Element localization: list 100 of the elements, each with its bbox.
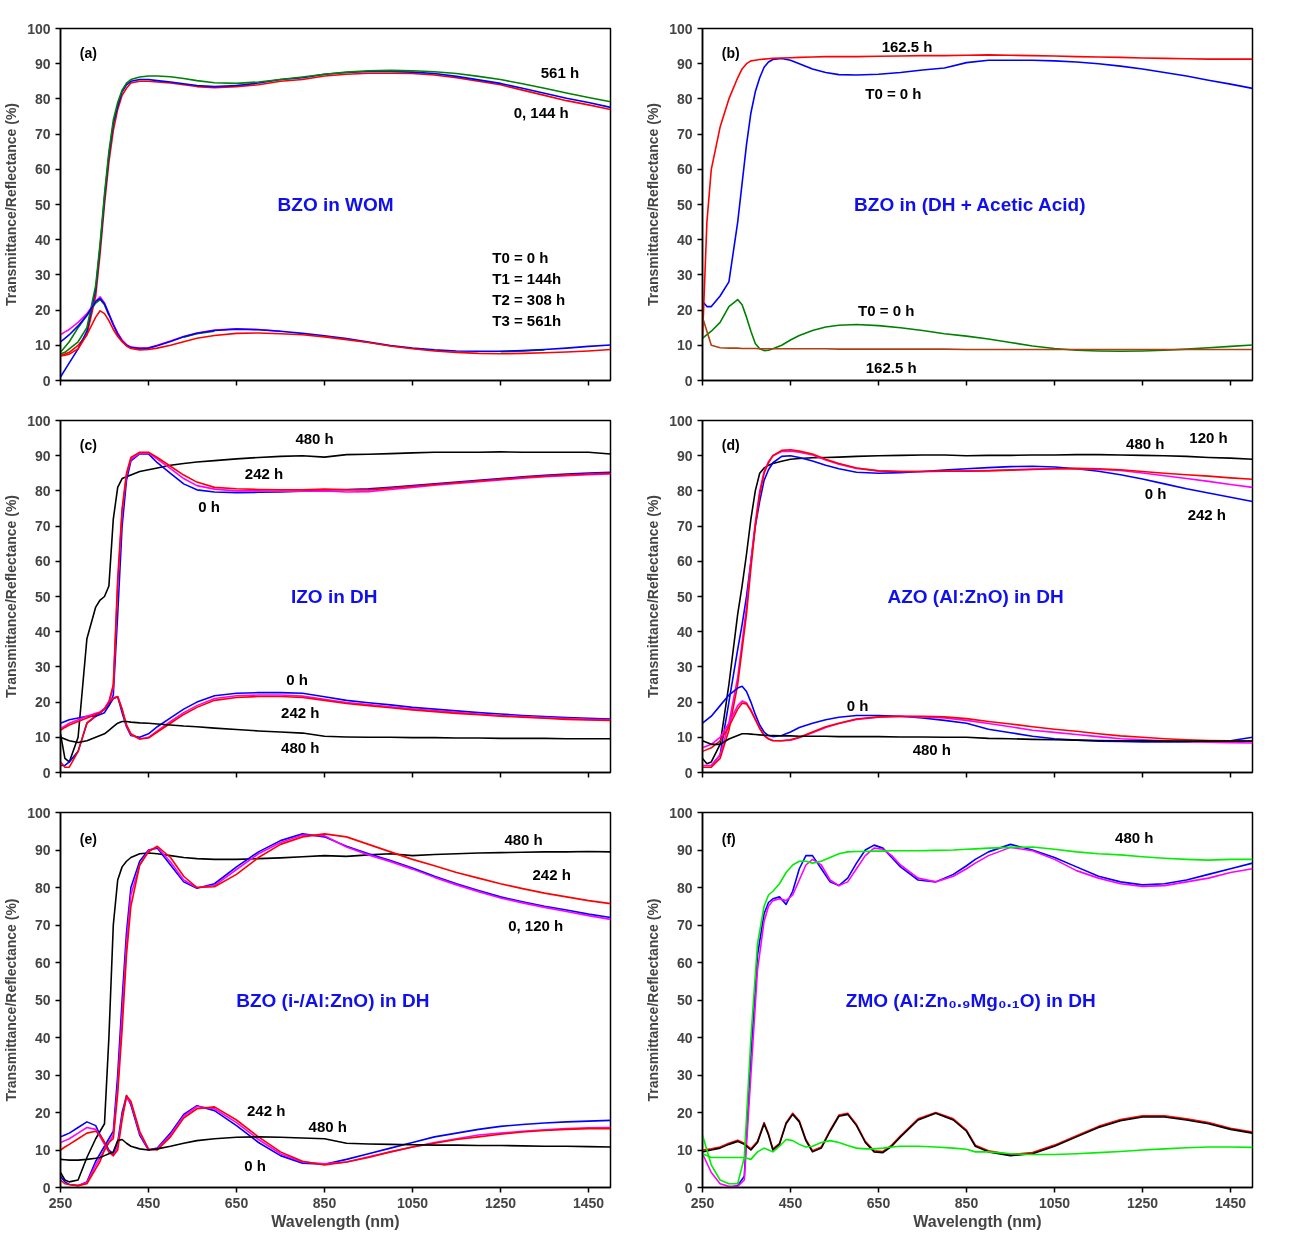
y-tick-label: 80 xyxy=(676,90,693,107)
y-tick-label: 100 xyxy=(669,20,693,37)
y-tick-label: 10 xyxy=(34,1142,51,1158)
y-axis-title: Transmittance/Reflectance (%) xyxy=(645,898,662,1102)
annotation: T0 = 0 h xyxy=(492,248,549,266)
x-tick-label: 1050 xyxy=(1038,1194,1071,1211)
y-tick-label: 60 xyxy=(34,161,51,178)
x-tick-label: 1450 xyxy=(1214,1194,1247,1211)
annotation: 242 h xyxy=(247,1102,286,1120)
annotation: T0 = 0 h xyxy=(865,85,922,103)
y-tick-label: 70 xyxy=(676,518,693,535)
y-tick-label: 50 xyxy=(34,196,51,213)
y-tick-label: 90 xyxy=(676,55,693,72)
y-tick-label: 50 xyxy=(676,588,693,605)
y-tick-label: 30 xyxy=(676,658,693,675)
annotation: 480 h xyxy=(281,738,320,756)
y-axis-title: Transmittance/Reflectance (%) xyxy=(3,898,20,1102)
y-axis-title: Transmittance/Reflectance (%) xyxy=(3,494,20,699)
annotation: T1 = 144h xyxy=(492,269,562,287)
y-tick-label: 100 xyxy=(27,412,51,429)
y-tick-label: 40 xyxy=(676,231,693,248)
annotation: 480 h xyxy=(504,831,543,848)
y-tick-label: 0 xyxy=(42,1179,51,1196)
text: BZO in (DH + Acetic Acid) xyxy=(854,194,1086,215)
annotation: 242 h xyxy=(1187,505,1227,523)
y-tick-label: 40 xyxy=(676,1029,693,1046)
x-tick-label: 1250 xyxy=(484,1194,517,1211)
x-tick-label: 1250 xyxy=(1126,1194,1159,1211)
y-tick-label: 0 xyxy=(684,372,693,389)
x-tick-label: 1450 xyxy=(572,1194,605,1211)
y-tick-label: 40 xyxy=(34,1029,51,1046)
x-tick-label: 850 xyxy=(954,1194,979,1211)
y-tick-label: 10 xyxy=(676,1142,693,1158)
y-tick-label: 20 xyxy=(676,694,693,711)
y-tick-label: 60 xyxy=(676,161,693,178)
x-tick-label: 850 xyxy=(312,1194,337,1211)
annotation: 0, 144 h xyxy=(513,104,569,122)
text: (b) xyxy=(721,45,740,62)
y-tick-label: 50 xyxy=(676,992,693,1008)
annotation: 480 h xyxy=(308,1118,347,1136)
x-tick-label: 650 xyxy=(224,1194,249,1211)
y-tick-label: 0 xyxy=(684,1179,693,1196)
text: (a) xyxy=(79,45,97,62)
annotation: 0 h xyxy=(846,697,869,715)
text: (d) xyxy=(721,437,740,454)
y-tick-label: 40 xyxy=(34,623,51,640)
y-tick-label: 30 xyxy=(676,1067,693,1083)
y-tick-label: 80 xyxy=(34,482,51,499)
y-tick-label: 60 xyxy=(676,553,693,570)
y-tick-label: 40 xyxy=(34,231,51,248)
y-tick-label: 70 xyxy=(34,917,51,933)
y-tick-label: 90 xyxy=(34,447,51,464)
annotation: 242 h xyxy=(244,464,284,482)
y-tick-label: 20 xyxy=(34,1104,51,1121)
x-tick-label: 650 xyxy=(866,1194,891,1211)
y-tick-label: 60 xyxy=(34,954,51,971)
y-tick-label: 80 xyxy=(676,482,693,499)
y-tick-label: 30 xyxy=(676,266,693,283)
text: BZO (i-/Al:ZnO) in DH xyxy=(236,989,430,1011)
annotation: 480 h xyxy=(295,430,334,448)
y-tick-label: 60 xyxy=(34,553,51,570)
y-tick-label: 20 xyxy=(676,302,693,319)
text: IZO in DH xyxy=(290,586,378,607)
y-axis-title: Transmittance/Reflectance (%) xyxy=(645,494,662,699)
y-tick-label: 50 xyxy=(34,588,51,605)
y-tick-label: 10 xyxy=(676,337,693,354)
x-tick-label: 250 xyxy=(690,1194,715,1211)
y-tick-label: 80 xyxy=(676,879,693,896)
annotation: 0 h xyxy=(198,497,220,515)
y-tick-label: 100 xyxy=(669,412,693,429)
annotation: 480 h xyxy=(1126,434,1165,452)
annotation: 480 h xyxy=(912,741,952,759)
annotation: 561 h xyxy=(540,64,580,81)
annotation: 242 h xyxy=(532,865,571,883)
y-tick-label: 80 xyxy=(34,90,51,107)
x-axis-title: Wavelength (nm) xyxy=(271,1212,400,1230)
annotation: 0 h xyxy=(244,1156,267,1174)
text: (e) xyxy=(79,830,97,847)
x-tick-label: 1050 xyxy=(396,1194,429,1211)
y-tick-label: 20 xyxy=(676,1104,693,1121)
annotation: 0 h xyxy=(1144,484,1167,502)
y-tick-label: 10 xyxy=(676,729,693,746)
y-tick-label: 80 xyxy=(34,879,51,896)
annotation: 242 h xyxy=(281,704,320,722)
text: BZO in WOM xyxy=(277,194,394,215)
text: AZO (Al:ZnO) in DH xyxy=(887,586,1064,607)
annotation: 0 h xyxy=(286,671,308,689)
annotation: 0, 120 h xyxy=(508,916,564,934)
text: (c) xyxy=(79,437,97,454)
annotation: 480 h xyxy=(1115,828,1154,846)
y-tick-label: 40 xyxy=(676,623,693,640)
y-tick-label: 60 xyxy=(676,954,693,971)
y-tick-label: 70 xyxy=(676,126,693,143)
y-tick-label: 10 xyxy=(34,337,51,354)
annotation: T0 = 0 h xyxy=(858,301,915,319)
y-tick-label: 70 xyxy=(34,126,51,143)
y-tick-label: 70 xyxy=(34,518,51,535)
x-tick-label: 450 xyxy=(778,1194,803,1211)
annotation: 162.5 h xyxy=(865,358,917,376)
annotation: 162.5 h xyxy=(881,37,933,55)
